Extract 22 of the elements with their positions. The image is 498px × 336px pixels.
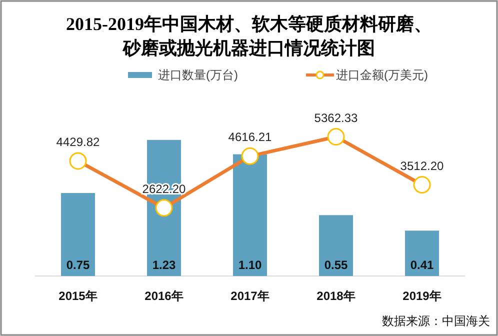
data-label: 4429.82 — [56, 134, 100, 149]
data-label: 0.55 — [324, 258, 348, 272]
chart-title: 2015-2019年中国木材、软木等硬质材料研磨、砂磨或抛光机器进口情况统计图 — [66, 14, 432, 58]
bar — [319, 215, 353, 276]
x-tick-label: 2019年 — [402, 289, 442, 303]
x-tick-label: 2018年 — [316, 289, 356, 303]
x-tick-label: 2016年 — [144, 289, 184, 303]
legend-label: 进口金额(万美元) — [336, 68, 428, 82]
legend-label: 进口数量(万台) — [158, 68, 238, 82]
bar — [233, 154, 267, 276]
data-label: 5362.33 — [314, 110, 358, 125]
data-label: 0.41 — [410, 258, 434, 272]
bar — [405, 230, 439, 276]
x-tick-label: 2017年 — [230, 289, 270, 303]
x-tick-label: 2015年 — [58, 289, 98, 303]
data-label: 1.10 — [238, 258, 262, 272]
source-note: 数据来源：中国海关 — [382, 314, 490, 328]
data-label: 0.75 — [66, 258, 90, 272]
data-label: 3512.20 — [400, 158, 444, 173]
data-label: 1.23 — [152, 258, 176, 272]
data-label: 4616.21 — [228, 130, 272, 144]
bar — [61, 193, 95, 276]
